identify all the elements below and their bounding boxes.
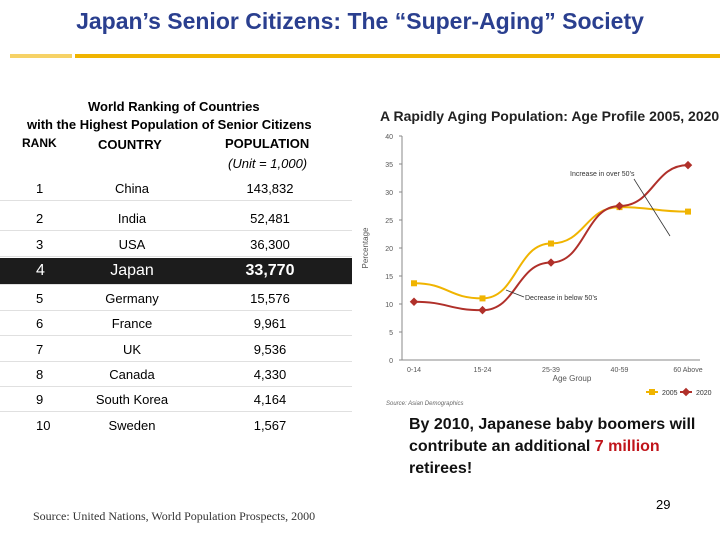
rank-cell: 7 <box>36 341 44 357</box>
x-tick-label: 40-59 <box>611 367 629 374</box>
legend-label-2005: 2005 <box>662 390 678 397</box>
data-point-2005 <box>685 208 691 215</box>
x-tick-label: 25-39 <box>542 367 560 374</box>
y-tick-label: 15 <box>385 274 393 281</box>
y-tick-label: 0 <box>389 358 393 365</box>
rank-cell: 5 <box>36 290 44 306</box>
rank-cell: 9 <box>36 391 44 407</box>
y-tick-label: 5 <box>389 330 393 337</box>
x-tick-label: 15-24 <box>474 367 492 374</box>
y-tick-label: 25 <box>385 218 393 225</box>
y-tick-label: 35 <box>385 162 393 169</box>
table-row: 7 UK 9,536 <box>0 337 352 362</box>
y-axis-label: Percentage <box>361 227 370 268</box>
table-row: 2 India 52,481 <box>0 206 352 231</box>
age-profile-chart: 0 5 10 15 20 25 30 35 40 0-14 15-24 25-39 40-59 60 Ab… <box>361 134 712 407</box>
annotation-increase-arrow <box>633 178 671 237</box>
data-point-2020 <box>409 297 419 307</box>
table-row: 8 Canada 4,330 <box>0 362 352 387</box>
legend-marker-2020 <box>681 387 691 397</box>
table-row-highlighted: 4 Japan 33,770 <box>0 258 352 285</box>
y-tick-label: 20 <box>385 246 393 253</box>
rank-cell: 8 <box>36 366 44 382</box>
country-cell: Canada <box>109 366 155 382</box>
column-header-country: COUNTRY <box>98 137 162 152</box>
country-cell: South Korea <box>95 391 169 407</box>
series-line-2005 <box>413 206 689 300</box>
ranking-heading-line1: World Ranking of Countries <box>88 99 260 114</box>
population-cell: 9,961 <box>253 315 287 331</box>
table-row: 9 South Korea 4,164 <box>0 387 352 412</box>
population-cell: 36,300 <box>250 236 290 252</box>
x-tick-label: 60 Above <box>673 367 702 374</box>
y-tick-label: 40 <box>385 134 393 141</box>
column-header-population: POPULATION <box>225 136 310 151</box>
annotation-decrease-arrow <box>505 289 525 298</box>
rank-cell: 4 <box>36 262 45 279</box>
x-tick-label: 0-14 <box>407 367 421 374</box>
table-row: 6 France 9,961 <box>0 311 352 336</box>
population-cell: 1,567 <box>253 417 287 433</box>
ranking-source: Source: United Nations, World Population… <box>33 509 316 523</box>
country-cell: Sweden <box>108 417 156 433</box>
data-point-2005 <box>548 240 554 247</box>
country-cell: Japan <box>110 262 154 279</box>
ranking-heading-line2: with the Highest Population of Senior Ci… <box>27 117 312 132</box>
rank-cell: 10 <box>36 417 51 433</box>
population-cell: 52,481 <box>250 210 290 226</box>
data-point-2005 <box>479 295 486 302</box>
table-row: 5 Germany 15,576 <box>0 286 352 311</box>
rank-cell: 6 <box>36 315 44 331</box>
population-unit: (Unit = 1,000) <box>228 156 308 171</box>
rank-cell: 1 <box>36 180 44 196</box>
country-cell: China <box>115 180 149 196</box>
rank-cell: 3 <box>36 236 44 252</box>
population-cell: 4,330 <box>253 366 287 382</box>
data-point-2020 <box>546 258 556 267</box>
page-title: Japan’s Senior Citizens: The “Super-Agin… <box>76 8 644 34</box>
population-cell: 9,536 <box>253 341 287 357</box>
column-header-rank: RANK <box>22 136 57 150</box>
series-line-2020 <box>413 164 689 312</box>
caption-highlight: 7 million <box>594 438 660 455</box>
legend-marker-2005 <box>649 389 655 395</box>
annotation-decrease: Decrease in below 50’s <box>525 295 598 302</box>
data-point-2005 <box>411 280 417 287</box>
page-number: 29 <box>656 497 671 512</box>
y-tick-label: 10 <box>385 302 393 309</box>
table-row: 1 China 143,832 <box>0 176 352 201</box>
legend-label-2020: 2020 <box>696 390 712 397</box>
title-rule <box>75 54 720 58</box>
caption-text-end: retirees! <box>409 460 473 477</box>
data-point-2020 <box>478 305 487 315</box>
country-cell: Germany <box>105 290 159 306</box>
population-cell: 15,576 <box>250 290 290 306</box>
data-point-2020 <box>683 160 693 170</box>
table-row: 3 USA 36,300 <box>0 232 352 257</box>
population-cell: 4,164 <box>253 391 287 407</box>
population-cell: 33,770 <box>245 262 295 279</box>
country-cell: UK <box>122 341 142 357</box>
annotation-increase: Increase in over 50’s <box>570 171 635 178</box>
chart-title: A Rapidly Aging Population: Age Profile … <box>380 108 720 124</box>
y-tick-label: 30 <box>385 190 393 197</box>
table-row: 10 Sweden 1,567 <box>0 413 352 437</box>
caption-text: By 2010, Japanese baby boomers will cont… <box>409 416 696 455</box>
chart-source: Source: Asian Demographics <box>386 401 463 407</box>
caption: By 2010, Japanese baby boomers will cont… <box>409 414 709 480</box>
country-cell: France <box>111 315 153 331</box>
population-cell: 143,832 <box>246 180 294 196</box>
x-axis-label: Age Group <box>553 374 592 383</box>
title-rule-accent <box>10 54 72 58</box>
rank-cell: 2 <box>36 210 44 226</box>
country-cell: India <box>117 210 147 226</box>
country-cell: USA <box>118 236 146 252</box>
